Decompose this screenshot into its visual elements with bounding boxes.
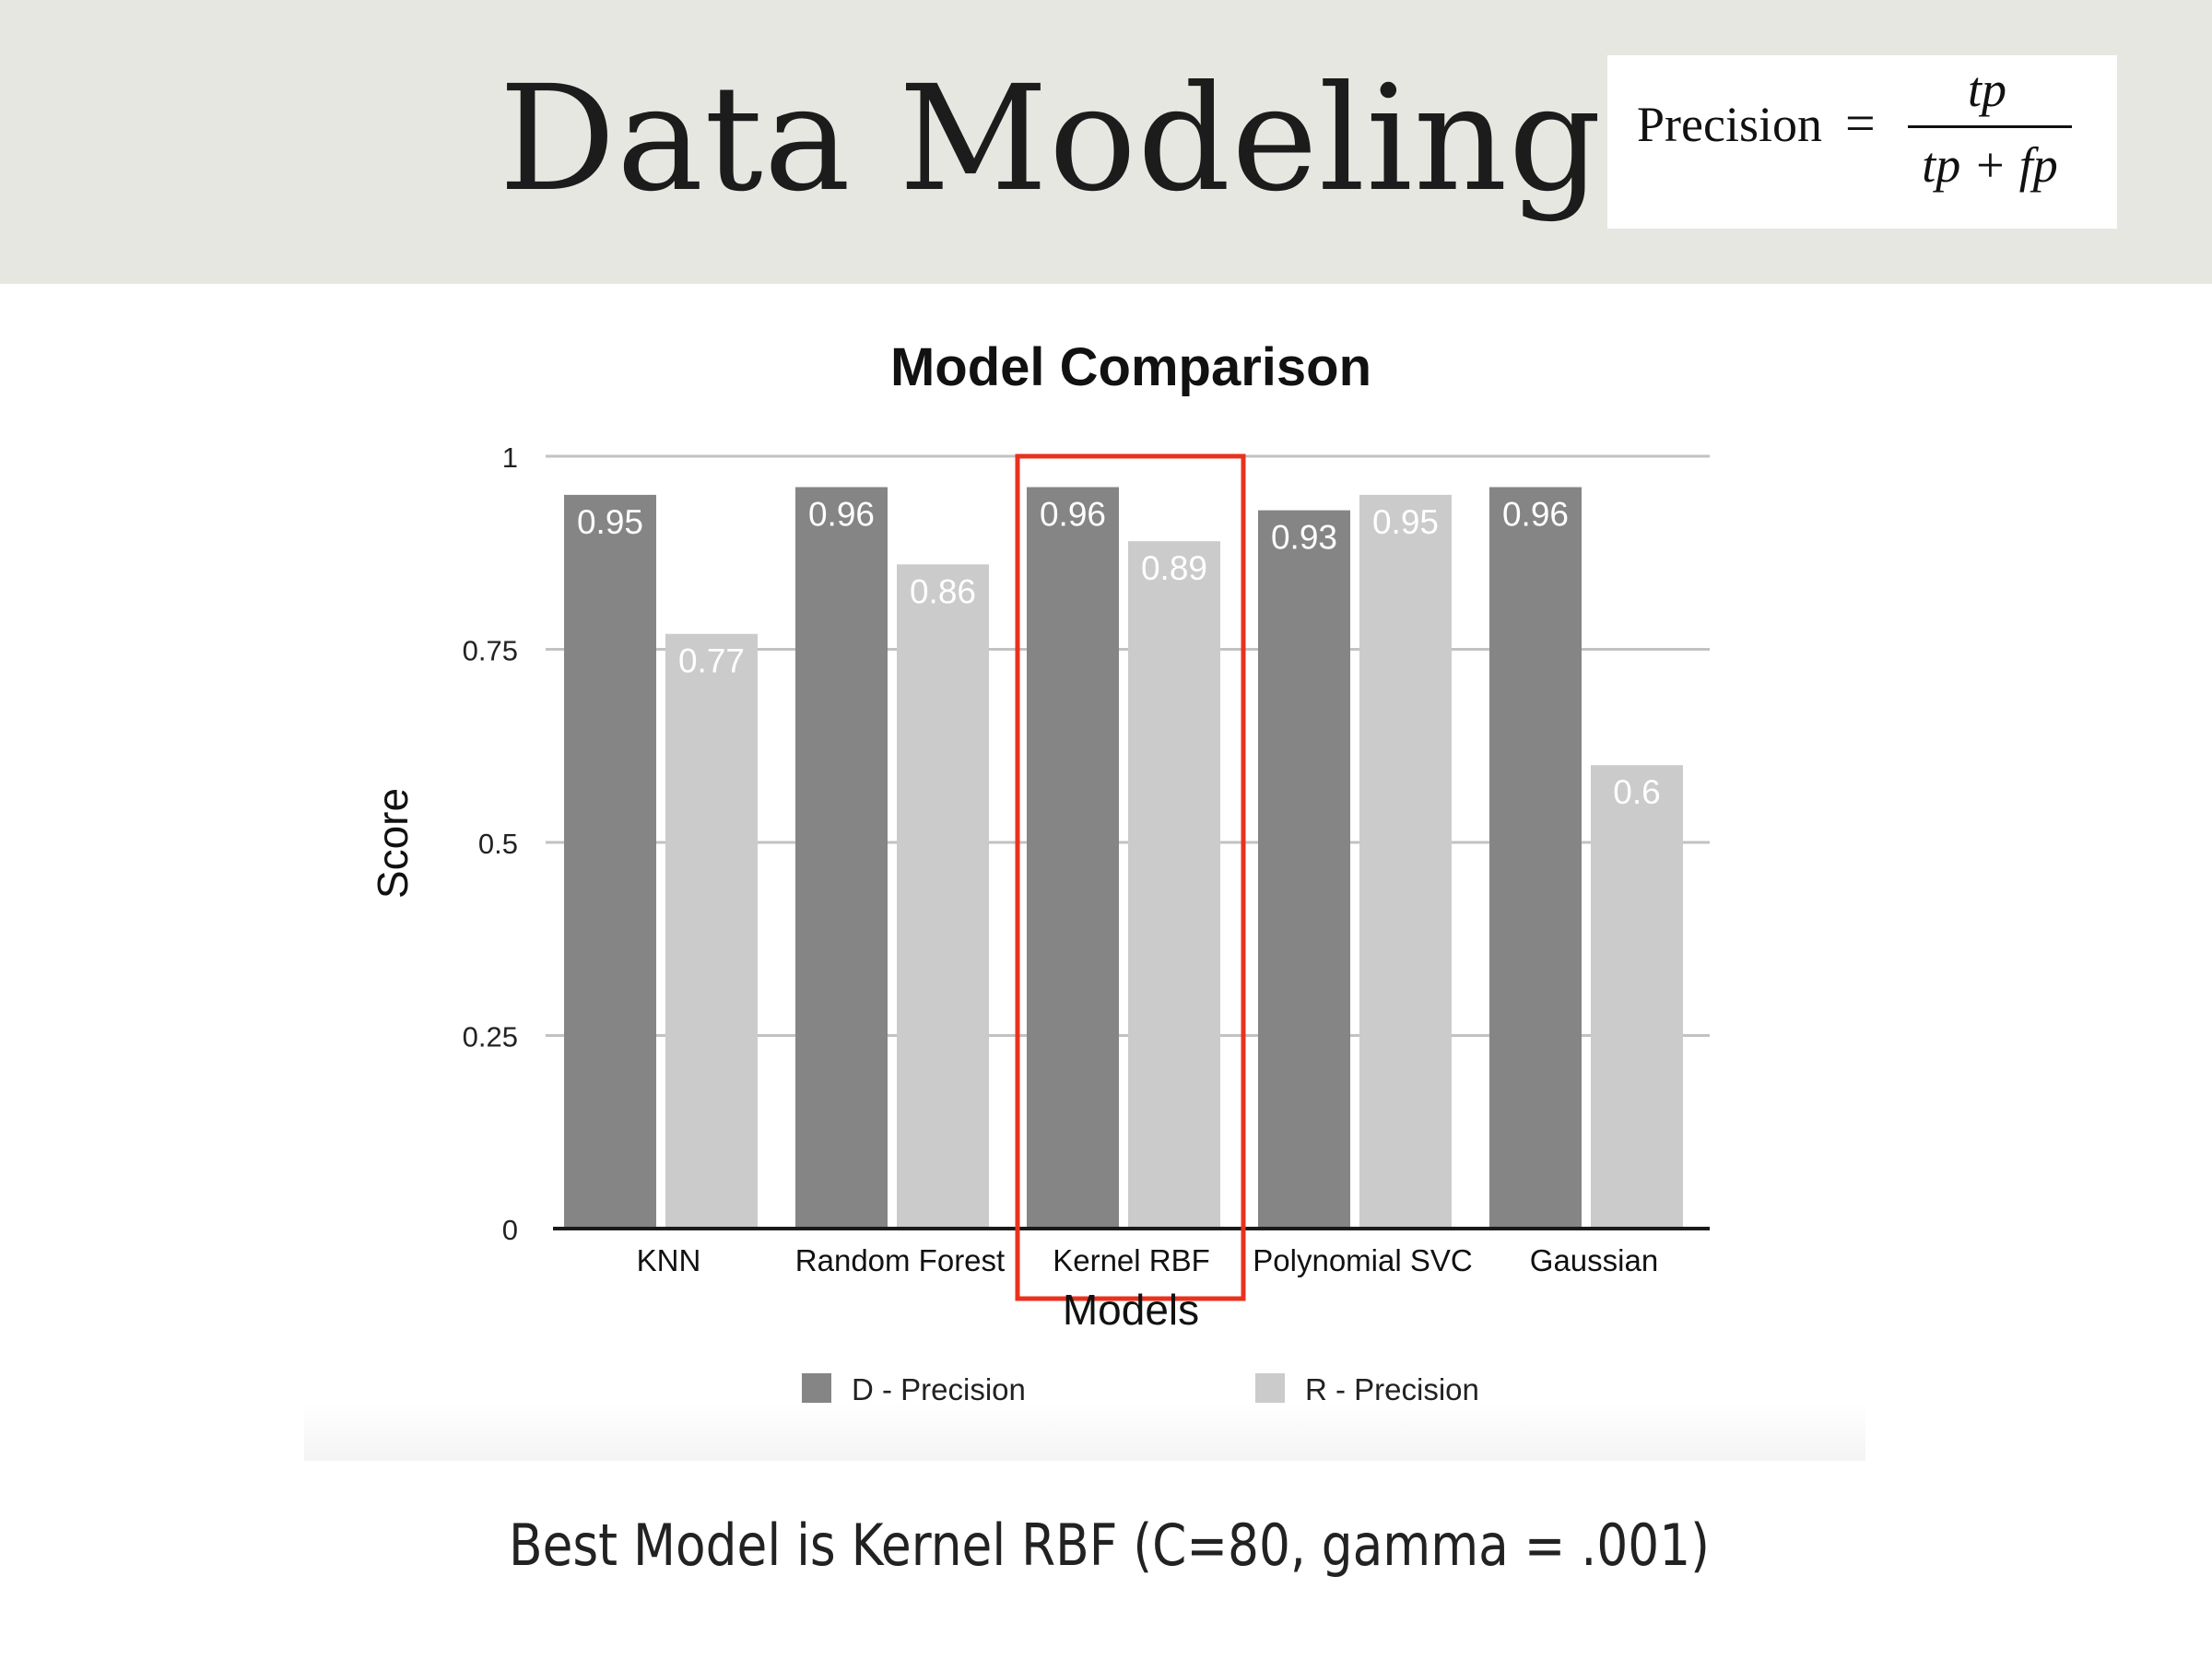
data-label: 0.93 (1271, 519, 1337, 557)
y-tick-label: 0 (502, 1214, 518, 1246)
data-label: 0.77 (678, 642, 745, 680)
formula-lhs: Precision (1637, 97, 1822, 152)
legend-label: R - Precision (1305, 1372, 1479, 1406)
data-label: 0.95 (1372, 503, 1439, 541)
data-label: 0.96 (1040, 496, 1106, 534)
legend-label: D - Precision (852, 1372, 1026, 1406)
formula-equals: = (1845, 93, 1876, 153)
bar-kernel-rbf-series-1 (1128, 541, 1220, 1229)
x-axis-label: Models (1063, 1286, 1199, 1334)
caption: Best Model is Kernel RBF (C=80, gamma = … (509, 1512, 1710, 1579)
bar-gaussian-series-0 (1489, 487, 1582, 1229)
x-tick-label: Random Forest (795, 1243, 1005, 1277)
data-label: 0.6 (1613, 773, 1660, 811)
legend-swatch (1255, 1373, 1285, 1403)
chart-card: 0.95 0.77 0.96 0.86 0.96 0.89 0.93 0.95 0.96 0.6 … (304, 286, 1865, 1461)
bar-polynomial-svc-series-1 (1359, 494, 1452, 1229)
x-tick-label: KNN (637, 1243, 701, 1277)
slide-header: Data Modeling Precision = tp tp + fp (0, 0, 2212, 284)
data-label: 0.96 (1502, 496, 1569, 534)
chart-title: Model Comparison (890, 337, 1371, 397)
bar-polynomial-svc-series-0 (1258, 510, 1350, 1229)
bar-random-forest-series-1 (897, 564, 989, 1229)
formula-denominator: tp + fp (1922, 137, 2058, 193)
y-tick-label: 0.5 (478, 828, 518, 860)
axes: 0 0.25 0.5 0.75 1 KNN Random Forest Kernel RBF P… (463, 441, 1710, 1301)
data-label: 0.89 (1141, 549, 1207, 587)
bar-random-forest-series-0 (795, 487, 888, 1229)
data-labels: 0.95 0.77 0.96 0.86 0.96 0.89 0.93 0.95 0.96 0.6 (577, 496, 1661, 812)
highlight-box (1015, 453, 1246, 1301)
bar-gaussian-series-1 (1591, 765, 1683, 1229)
formula-fraction-bar (1908, 125, 2072, 128)
y-tick-label: 0.75 (463, 635, 518, 667)
data-label: 0.86 (910, 572, 976, 610)
precision-formula: Precision = tp tp + fp (1607, 55, 2117, 229)
bar-kernel-rbf-series-0 (1027, 487, 1119, 1229)
x-tick-label: Polynomial SVC (1253, 1243, 1472, 1277)
y-tick-label: 1 (502, 441, 518, 474)
bar-knn-series-1 (665, 633, 758, 1229)
slide-title: Data Modeling (499, 54, 1603, 224)
y-tick-label: 0.25 (463, 1021, 518, 1053)
x-tick-label: Gaussian (1530, 1243, 1658, 1277)
bars (564, 487, 1683, 1229)
data-label: 0.96 (808, 496, 875, 534)
model-comparison-chart: 0.950.770.960.860.960.890.93 0.95 0.960.6 … (369, 337, 1710, 1406)
data-label: 0.95 (577, 503, 643, 541)
legend: D - Precision R - Precision (802, 1372, 1479, 1406)
formula-numerator: tp (1967, 62, 2006, 117)
legend-swatch (802, 1373, 831, 1403)
x-tick-label: Kernel RBF (1053, 1243, 1210, 1277)
y-axis-label: Score (369, 788, 417, 899)
bar-knn-series-0 (564, 494, 656, 1229)
